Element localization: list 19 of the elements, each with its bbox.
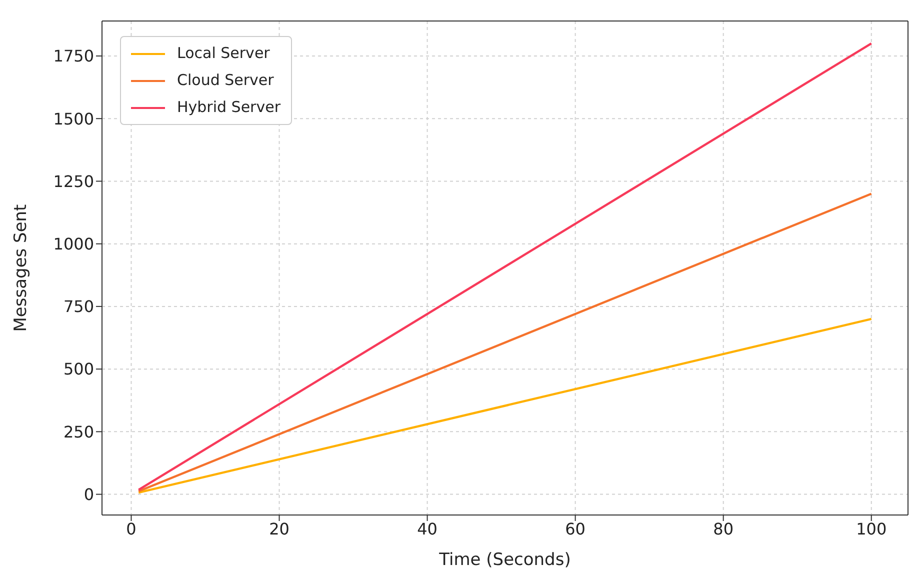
y-tick-label: 1500: [53, 109, 94, 128]
y-tick-label: 750: [63, 297, 94, 316]
x-tick-label: 0: [126, 519, 136, 538]
legend-label: Cloud Server: [177, 70, 274, 91]
x-tick-label: 60: [565, 519, 586, 538]
x-tick-label: 100: [856, 519, 887, 538]
legend-label: Local Server: [177, 43, 270, 64]
y-tick-label: 250: [63, 422, 94, 442]
y-tick-label: 500: [63, 360, 94, 379]
x-tick-label: 20: [269, 519, 290, 538]
legend-label: Hybrid Server: [177, 97, 280, 118]
y-tick-label: 0: [84, 484, 94, 504]
x-tick-label: 40: [417, 519, 438, 538]
y-tick-label: 1000: [53, 234, 94, 254]
x-axis-title: Time (Seconds): [438, 550, 571, 570]
y-tick-label: 1750: [53, 46, 94, 66]
y-tick-label: 1250: [53, 172, 94, 191]
y-axis-title: Messages Sent: [11, 204, 32, 332]
x-tick-label: 80: [713, 519, 734, 538]
